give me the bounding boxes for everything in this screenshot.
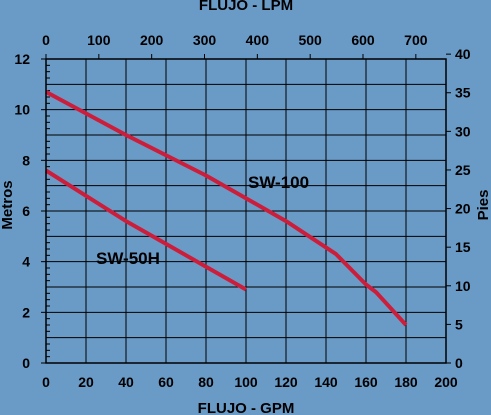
top-tick-label: 400 [246,32,270,48]
right-tick-label: 25 [455,162,471,178]
x-tick-label: 0 [42,374,50,390]
right-tick-label: 40 [455,46,471,62]
y-tick-label: 0 [22,355,30,371]
x-tick-label: 140 [314,374,338,390]
right-tick-label: 30 [455,123,471,139]
x-tick-label: 100 [234,374,258,390]
right-axis-title: Pies [475,190,491,221]
y-tick-label: 4 [22,254,30,270]
top-tick-label: 600 [351,32,375,48]
right-tick-label: 20 [455,201,471,217]
top-axis-title: FLUJO - LPM [199,0,293,14]
x-tick-label: 80 [198,374,214,390]
top-tick-label: 500 [298,32,322,48]
x-tick-label: 160 [354,374,378,390]
y-tick-label: 10 [14,102,30,118]
series-line-sw-50h [44,168,247,292]
right-tick-label: 10 [455,278,471,294]
x-tick-label: 40 [118,374,134,390]
x-tick-label: 180 [394,374,418,390]
y-tick-label: 6 [22,203,30,219]
series-label-sw-50h: SW-50H [96,249,160,268]
top-tick-label: 300 [193,32,217,48]
x-tick-label: 20 [78,374,94,390]
x-axis-title: FLUJO - GPM [198,400,295,415]
series-lines [44,90,408,327]
right-tick-label: 0 [455,355,463,371]
x-tick-label: 60 [158,374,174,390]
top-tick-label: 100 [87,32,111,48]
top-tick-label: 0 [42,32,50,48]
y-axis-title: Metros [0,180,16,229]
plot-frame [45,58,447,364]
y-tick-label: 2 [22,304,30,320]
x-tick-label: 120 [274,374,298,390]
right-tick-label: 35 [455,85,471,101]
y-tick-label: 8 [22,152,30,168]
series-label-sw-100: SW-100 [248,173,309,192]
top-tick-label: 700 [404,32,428,48]
y-tick-label: 12 [14,51,30,67]
series-line-sw-100 [45,90,408,327]
right-tick-label: 15 [455,239,471,255]
x-tick-label: 200 [434,374,458,390]
right-tick-label: 5 [455,316,463,332]
top-tick-label: 200 [140,32,164,48]
